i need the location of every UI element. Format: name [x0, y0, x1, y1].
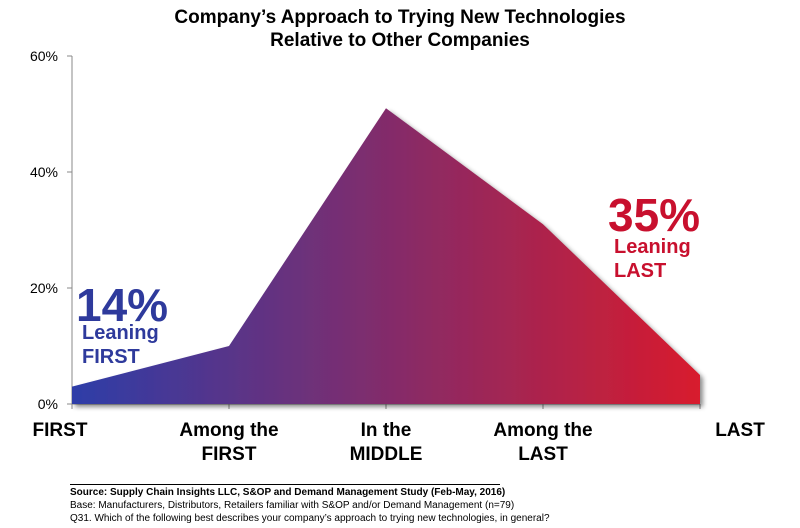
- source-line: Source: Supply Chain Insights LLC, S&OP …: [70, 487, 506, 498]
- leaning-first-label-2: FIRST: [82, 346, 140, 368]
- question-line: Q31. Which of the following best describ…: [70, 513, 550, 524]
- leaning-last-percent: 35%: [608, 189, 701, 241]
- chart-subtitle: Relative to Other Companies: [270, 30, 530, 51]
- chart-title-block: Company’s Approach to Trying New Technol…: [0, 6, 800, 52]
- x-category-label: LAST: [715, 420, 765, 441]
- y-tick-label: 20%: [29, 280, 58, 296]
- leaning-last-label: Leaning: [614, 236, 691, 258]
- y-tick-label: 0%: [37, 396, 58, 412]
- base-line: Base: Manufacturers, Distributors, Retai…: [70, 500, 515, 511]
- x-category-label: Among the FIRST: [179, 420, 279, 465]
- source-divider: [70, 484, 500, 485]
- leaning-first-label: Leaning: [82, 322, 159, 344]
- leaning-last-label-2: LAST: [614, 260, 667, 282]
- y-tick-label: 60%: [29, 48, 58, 64]
- x-category-label: Among the LAST: [493, 420, 593, 465]
- area-series: [72, 108, 700, 404]
- y-tick-label: 40%: [29, 164, 58, 180]
- chart-title: Company’s Approach to Trying New Technol…: [174, 7, 626, 28]
- leaning-first-percent: 14%: [76, 279, 169, 331]
- x-category-label: In the MIDDLE: [349, 420, 423, 465]
- x-category-label: FIRST: [32, 420, 88, 441]
